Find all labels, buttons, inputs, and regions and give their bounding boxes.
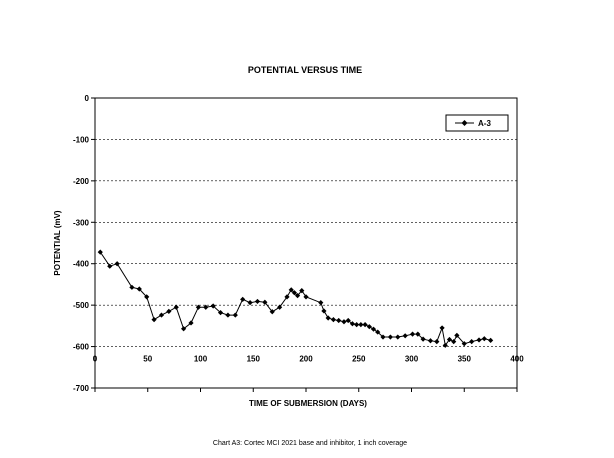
data-point	[341, 319, 347, 325]
data-point	[380, 334, 386, 340]
data-point	[284, 294, 290, 300]
data-point	[136, 286, 142, 292]
legend-marker	[461, 120, 468, 126]
data-point	[291, 290, 297, 296]
data-point	[336, 317, 342, 324]
x-tick-label: 150	[247, 355, 261, 364]
data-point	[144, 294, 150, 300]
y-tick-label: -700	[73, 384, 90, 393]
data-point	[402, 333, 408, 339]
data-point	[321, 308, 327, 314]
y-tick-label: 0	[85, 94, 90, 103]
data-point	[354, 322, 360, 328]
data-point	[415, 331, 421, 337]
data-point	[299, 288, 305, 294]
data-point	[366, 324, 372, 330]
data-point	[262, 299, 268, 305]
data-point	[225, 312, 231, 318]
data-point	[129, 284, 135, 290]
data-point	[277, 304, 283, 310]
data-point	[240, 296, 246, 302]
y-tick-label: -500	[73, 301, 90, 310]
legend: A-3	[445, 114, 509, 132]
data-point	[318, 300, 324, 306]
data-point	[203, 304, 209, 310]
plot-area	[94, 97, 518, 389]
data-point	[114, 261, 120, 267]
data-point	[166, 308, 172, 314]
x-tick-label: 100	[194, 355, 208, 364]
data-point	[158, 312, 165, 318]
data-point	[476, 337, 482, 343]
data-point	[461, 341, 467, 347]
data-point	[151, 317, 157, 323]
data-point	[370, 326, 377, 332]
x-tick-label: 0	[93, 355, 98, 364]
data-point	[427, 338, 434, 344]
data-point	[294, 293, 301, 299]
x-axis-title: TIME OF SUBMERSION (DAYS)	[249, 399, 367, 408]
data-point	[358, 322, 364, 328]
series-a3	[97, 249, 494, 348]
data-point	[469, 339, 475, 345]
data-point	[325, 315, 331, 321]
y-tick-label: -300	[73, 218, 90, 227]
x-tick-label: 400	[510, 355, 524, 364]
data-point	[481, 336, 487, 342]
x-tick-label: 300	[405, 355, 419, 364]
data-point	[181, 326, 187, 332]
data-point	[330, 317, 337, 323]
chart-caption: Chart A3: Cortec MCI 2021 base and inhib…	[213, 440, 407, 447]
data-point	[454, 332, 460, 338]
y-axis-title: POTENTIAL (mV)	[53, 210, 62, 276]
data-point	[107, 263, 113, 269]
data-point	[210, 303, 216, 309]
y-axis-ticks: 0 -100 -200 -300 -400 -500 -600 -700	[73, 94, 95, 393]
data-point	[375, 329, 381, 335]
chart-title: POTENTIAL VERSUS TIME	[248, 65, 362, 75]
legend-label: A-3	[478, 119, 491, 128]
data-point	[349, 321, 356, 327]
data-point	[188, 320, 194, 326]
data-point	[420, 336, 426, 342]
data-point	[269, 309, 275, 315]
data-point	[439, 325, 445, 331]
x-tick-label: 50	[143, 355, 152, 364]
data-point	[434, 339, 440, 345]
data-point	[387, 334, 393, 340]
data-point	[195, 304, 201, 310]
x-tick-label: 250	[352, 355, 366, 364]
data-point	[446, 336, 453, 343]
data-point	[488, 337, 494, 343]
legend-box	[445, 114, 509, 132]
data-point	[451, 339, 457, 345]
data-point	[247, 300, 253, 306]
data-point	[173, 304, 179, 310]
x-tick-label: 200	[299, 355, 313, 364]
y-tick-label: -600	[73, 343, 90, 352]
data-point	[442, 342, 448, 348]
data-point	[303, 294, 309, 300]
y-tick-label: -100	[73, 135, 90, 144]
x-tick-label: 350	[458, 355, 472, 364]
data-point	[217, 310, 224, 316]
data-point	[288, 287, 294, 293]
x-axis-ticks: 0 50 100 150 200 250 300 350 400	[93, 355, 524, 392]
y-tick-label: -200	[73, 177, 90, 186]
data-point	[362, 322, 368, 328]
data-point	[345, 317, 351, 324]
series-line	[99, 251, 491, 347]
grid-lines	[95, 139, 517, 347]
y-tick-label: -400	[73, 260, 90, 269]
data-point	[254, 298, 261, 305]
data-point	[409, 331, 416, 337]
data-point	[395, 334, 401, 340]
data-point	[232, 312, 238, 318]
data-point	[97, 249, 103, 255]
